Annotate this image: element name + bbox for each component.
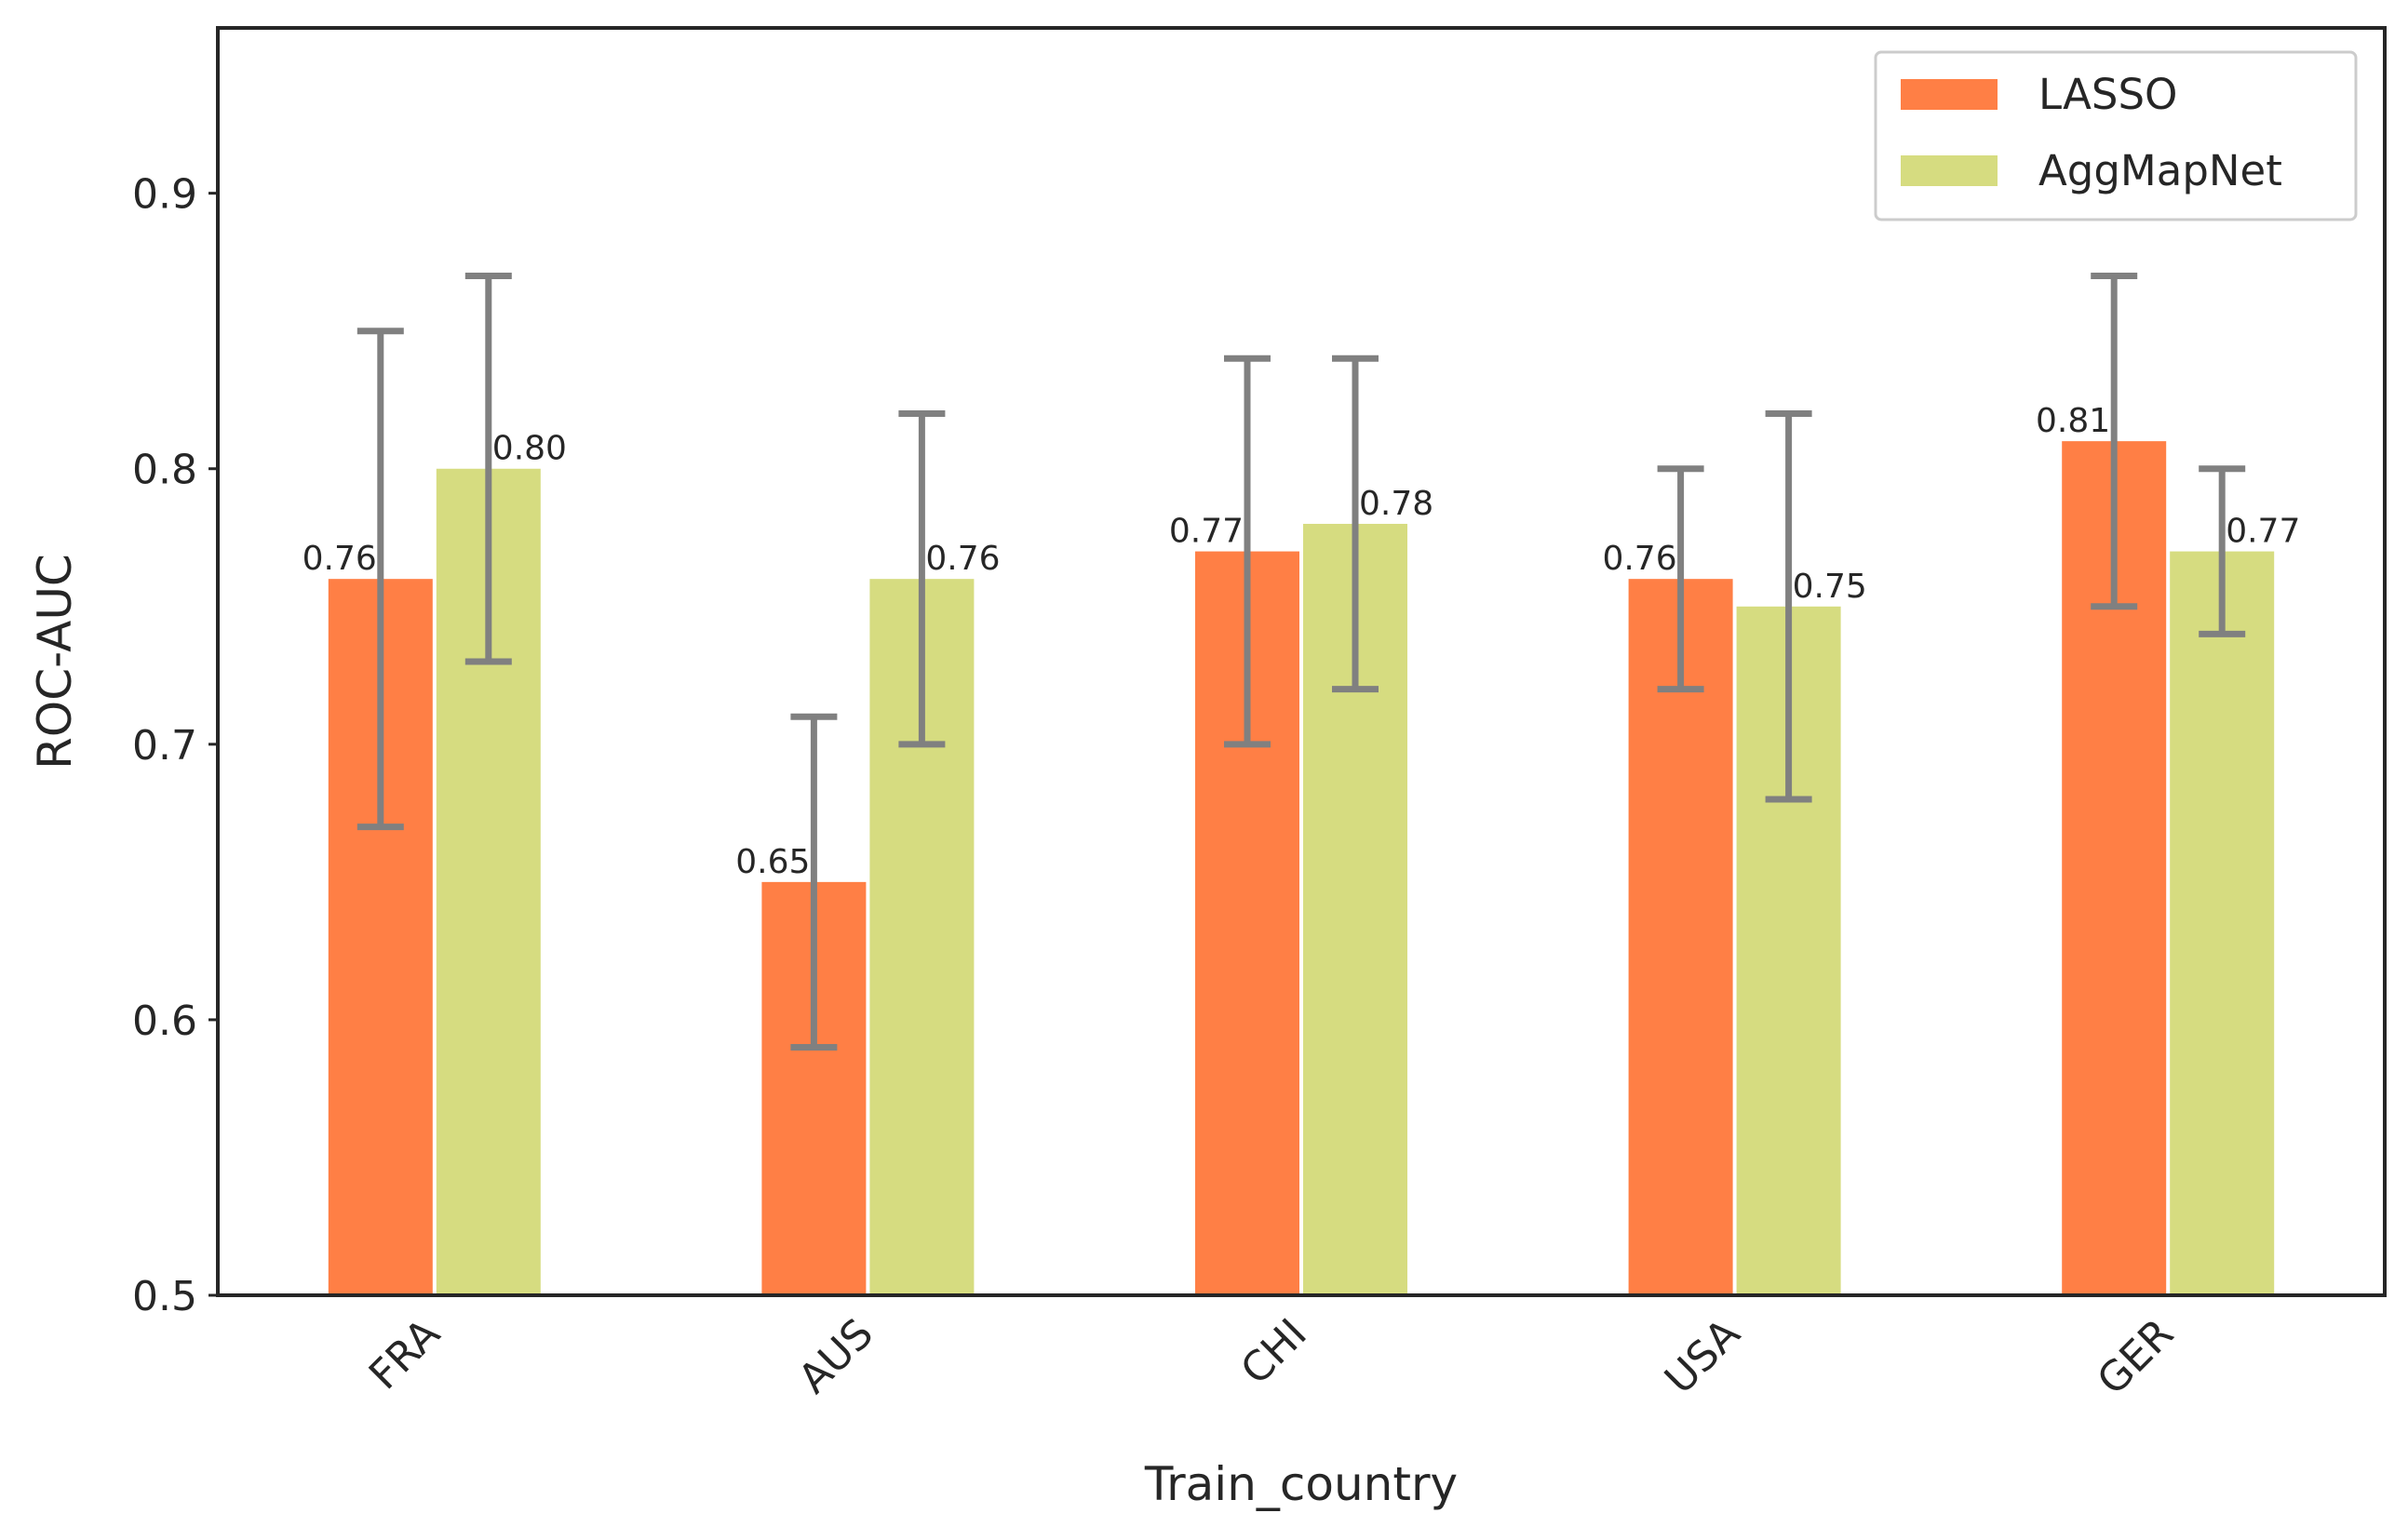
data-label-aggmapnet-ger: 0.77 — [2226, 513, 2300, 551]
data-label-lasso-fra: 0.76 — [303, 540, 377, 578]
error-bars-layer — [356, 272, 2246, 1051]
error-bar-lasso-aus — [790, 713, 838, 1051]
legend-label-aggmapnet: AggMapNet — [2038, 146, 2282, 195]
error-bar-lasso-fra — [356, 328, 404, 831]
error-bar-lasso-usa — [1657, 465, 1704, 693]
data-label-lasso-usa: 0.76 — [1602, 540, 1676, 578]
error-bar-aggmapnet-fra — [464, 272, 512, 665]
bars-layer — [328, 441, 2275, 1295]
legend: LASSO AggMapNet — [1874, 50, 2358, 221]
x-axis-ticks: FRA AUS CHI USA GER — [360, 1310, 2183, 1404]
data-label-aggmapnet-fra: 0.80 — [492, 430, 567, 468]
y-axis-label: ROC-AUC — [28, 554, 82, 770]
error-bar-aggmapnet-usa — [1765, 410, 1812, 803]
data-label-lasso-aus: 0.65 — [735, 843, 810, 881]
y-tick-label: 0.6 — [132, 998, 197, 1045]
y-tick-label: 0.8 — [132, 447, 197, 494]
x-tick-label-usa: USA — [1656, 1310, 1749, 1403]
x-axis-label: Train_country — [1144, 1457, 1458, 1511]
bar-lasso-usa — [1628, 579, 1733, 1295]
y-tick-label: 0.9 — [132, 171, 197, 219]
data-label-lasso-chi: 0.77 — [1169, 513, 1244, 551]
error-bar-aggmapnet-ger — [2199, 465, 2246, 637]
data-label-aggmapnet-aus: 0.76 — [925, 540, 1000, 578]
y-tick-label: 0.5 — [132, 1273, 197, 1320]
error-bar-aggmapnet-chi — [1332, 355, 1379, 693]
data-label-aggmapnet-chi: 0.78 — [1359, 485, 1433, 523]
x-tick-label-chi: CHI — [1231, 1310, 1315, 1394]
legend-swatch-lasso — [1901, 79, 1998, 110]
legend-label-lasso: LASSO — [2038, 70, 2177, 119]
x-tick-label-fra: FRA — [360, 1310, 450, 1399]
bar-aggmapnet-ger — [2170, 551, 2275, 1295]
bar-labels-layer: 0.76 0.65 0.77 0.76 0.81 0.80 0.76 0.78 0.75 0.77 — [303, 402, 2301, 881]
error-bar-lasso-ger — [2091, 272, 2138, 610]
plot-frame — [216, 26, 2387, 1297]
data-label-aggmapnet-usa: 0.75 — [1793, 568, 1867, 606]
y-axis-ticks: 0.5 0.6 0.7 0.8 0.9 — [132, 171, 218, 1320]
x-tick-label-aus: AUS — [789, 1310, 882, 1403]
error-bar-aggmapnet-aus — [898, 410, 946, 748]
legend-swatch-aggmapnet — [1901, 155, 1998, 186]
y-tick-label: 0.7 — [132, 722, 197, 770]
error-bar-lasso-chi — [1224, 355, 1271, 748]
x-tick-label-ger: GER — [2089, 1310, 2183, 1404]
data-label-lasso-ger: 0.81 — [2036, 402, 2110, 440]
